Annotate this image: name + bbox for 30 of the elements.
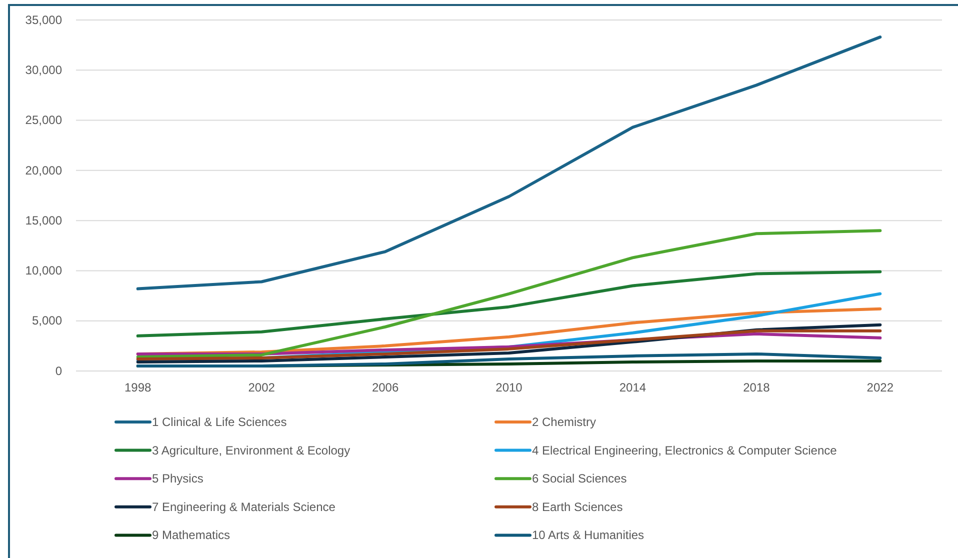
x-tick-label: 2018 bbox=[743, 380, 770, 395]
legend-label: 4 Electrical Engineering, Electronics & Computer Science bbox=[532, 443, 838, 458]
y-tick-label: 15,000 bbox=[25, 213, 62, 228]
legend-label: 6 Social Sciences bbox=[532, 472, 627, 486]
y-tick-label: 5,000 bbox=[32, 314, 62, 328]
x-tick-label: 2022 bbox=[866, 380, 894, 395]
x-tick-label: 2006 bbox=[372, 380, 399, 395]
y-tick-label: 30,000 bbox=[25, 62, 62, 77]
legend-label: 8 Earth Sciences bbox=[532, 500, 623, 514]
legend-label: 5 Physics bbox=[152, 472, 204, 486]
legend-label: 2 Chemistry bbox=[532, 415, 596, 429]
y-tick-label: 10,000 bbox=[25, 264, 62, 278]
y-tick-label: 0 bbox=[55, 364, 62, 378]
x-tick-label: 2014 bbox=[619, 380, 646, 395]
line-series bbox=[136, 229, 882, 358]
legend-label: 3 Agriculture, Environment & Ecology bbox=[152, 443, 350, 458]
x-tick-label: 2002 bbox=[248, 380, 276, 395]
legend-label: 10 Arts & Humanities bbox=[532, 528, 644, 542]
y-tick-label: 20,000 bbox=[25, 163, 62, 178]
line-series bbox=[136, 352, 882, 368]
legend-label: 7 Engineering & Materials Science bbox=[152, 500, 336, 514]
x-tick-label: 1998 bbox=[124, 380, 152, 395]
x-tick-label: 2010 bbox=[496, 380, 523, 395]
line-series bbox=[136, 36, 882, 290]
legend-label: 1 Clinical & Life Sciences bbox=[152, 415, 287, 429]
y-tick-label: 35,000 bbox=[25, 12, 62, 27]
y-tick-label: 25,000 bbox=[25, 113, 62, 128]
legend-label: 9 Mathematics bbox=[152, 528, 230, 542]
line-series bbox=[136, 329, 882, 360]
line-series bbox=[136, 270, 882, 338]
